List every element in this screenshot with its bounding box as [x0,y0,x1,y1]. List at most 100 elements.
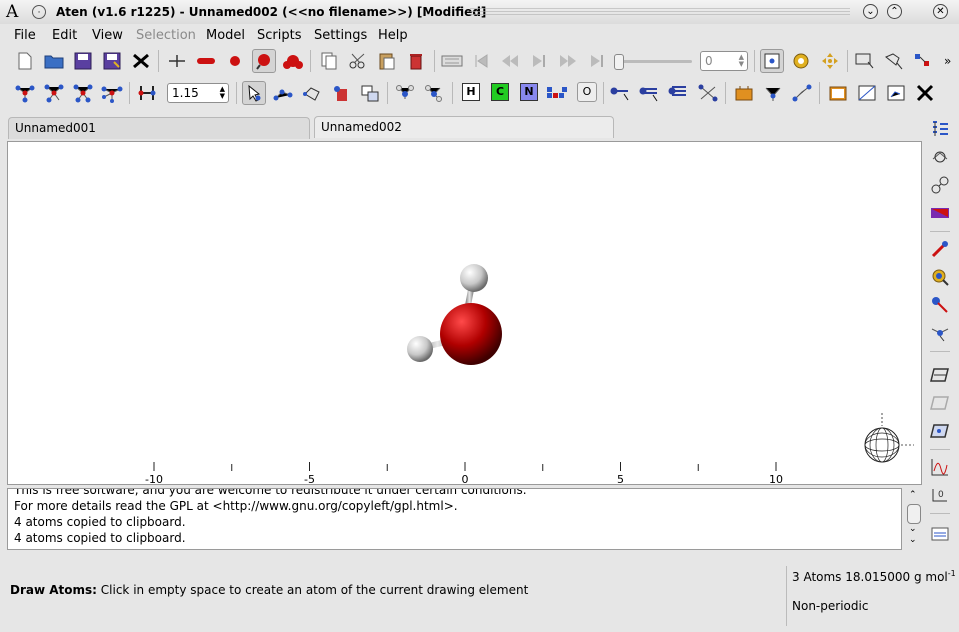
oxygen-atom[interactable] [440,303,502,365]
menu-selection[interactable]: Selection [136,28,196,43]
menu-scripts[interactable]: Scripts [257,28,302,43]
hydrogen-atom[interactable] [460,264,488,292]
draw-atom-tool-icon[interactable] [242,81,266,105]
cell-define-icon[interactable] [826,81,850,105]
transform-icon[interactable] [927,320,953,346]
bond-triple-icon[interactable] [667,81,691,105]
cut-icon[interactable] [346,49,370,73]
menu-file[interactable]: File [14,28,36,43]
title-bar[interactable]: A · Aten (v1.6 r1225) - Unnamed002 (<<no… [0,0,959,25]
scroll-down-icon[interactable]: ⌄ [909,535,917,545]
window-menu-button[interactable]: · [32,5,46,19]
save-icon[interactable] [71,49,95,73]
sphere-style-icon[interactable] [223,49,247,73]
cell-replicate-side-icon[interactable] [927,418,953,444]
scroll-thumb[interactable] [907,504,921,524]
water-molecule[interactable] [407,264,502,365]
forcefields-icon[interactable] [927,236,953,262]
rotation-globe-icon[interactable] [864,413,914,463]
bond-double-icon[interactable] [638,81,662,105]
grid-plot-icon[interactable] [927,454,953,480]
cell-scale-icon[interactable] [884,81,908,105]
log-scrollbar[interactable]: ⌃ ⌄ ⌄ [905,488,923,550]
scroll-up-icon[interactable]: ⌃ [909,490,917,500]
command-window-icon[interactable] [927,521,953,547]
previous-frame-icon[interactable] [498,49,522,73]
delete-atom-tool-icon[interactable] [329,81,353,105]
play-icon[interactable] [527,49,551,73]
bond-tolerance-spinbox[interactable]: 1.15 ▲ ▼ [167,83,229,103]
translate-mode-icon[interactable] [818,49,842,73]
spin-arrows-icon[interactable]: ▲ ▼ [738,53,744,68]
vibrations-icon[interactable]: 0 [927,482,953,508]
copy-icon[interactable] [317,49,341,73]
spin-arrows-icon[interactable]: ▲ ▼ [219,85,225,100]
select-box-icon[interactable] [853,49,877,73]
scaled-style-icon[interactable] [252,49,276,73]
remove-cell-icon[interactable] [913,81,937,105]
close-model-icon[interactable] [129,49,153,73]
rebond-icon[interactable] [135,81,159,105]
menu-settings[interactable]: Settings [314,28,368,43]
next-frame-icon[interactable] [556,49,580,73]
stick-style-icon[interactable] [165,49,189,73]
add-point-icon[interactable] [761,81,785,105]
first-frame-icon[interactable] [469,49,493,73]
element-nitrogen-button[interactable]: N [520,83,538,101]
hydrogen-atom[interactable] [407,336,433,362]
menu-help[interactable]: Help [378,28,408,43]
frame-spinbox[interactable]: 0 ▲ ▼ [700,51,748,71]
select-lasso-icon[interactable] [882,49,906,73]
cell-transform-icon[interactable] [927,390,953,416]
element-carbon-button[interactable]: C [491,83,509,101]
toolbar-overflow-icon[interactable]: » [944,54,952,68]
build-geometry-3-icon[interactable] [71,81,95,105]
geometry-icon[interactable] [927,144,953,170]
frame-slider[interactable] [614,54,692,70]
menu-edit[interactable]: Edit [52,28,78,43]
add-vector-icon[interactable] [790,81,814,105]
draw-chain-tool-icon[interactable] [271,81,295,105]
tab-unnamed001[interactable]: Unnamed001 [8,117,310,139]
last-frame-icon[interactable] [585,49,609,73]
trajectory-icon[interactable] [440,49,464,73]
draw-fragment-tool-icon[interactable] [300,81,324,105]
position-icon[interactable] [927,172,953,198]
build-geometry-2-icon[interactable] [42,81,66,105]
find-atom-icon[interactable] [927,264,953,290]
scroll-down-icon[interactable]: ⌄ [909,524,917,534]
cell-definition-icon[interactable] [927,362,953,388]
delete-bond-icon[interactable] [696,81,720,105]
add-hydrogen-icon[interactable] [393,81,417,105]
frame-slider-handle[interactable] [614,54,624,70]
menu-view[interactable]: View [92,28,123,43]
add-hydrogen-all-icon[interactable] [422,81,446,105]
paste-icon[interactable] [375,49,399,73]
model-viewer[interactable]: -10 -5 0 5 10 [7,141,922,485]
cell-replicate-icon[interactable] [855,81,879,105]
labels-icon[interactable] [927,200,953,226]
add-unit-cell-icon[interactable] [732,81,756,105]
save-as-icon[interactable] [100,49,124,73]
message-log[interactable]: This is free software, and you are welco… [7,488,902,550]
element-hydrogen-button[interactable]: H [462,83,480,101]
new-file-icon[interactable] [13,49,37,73]
tube-style-icon[interactable] [194,49,218,73]
transmute-tool-icon[interactable] [358,81,382,105]
tab-unnamed002[interactable]: Unnamed002 [314,116,614,138]
atom-list-icon[interactable] [927,116,953,142]
rotate-mode-icon[interactable] [789,49,813,73]
bond-single-icon[interactable] [609,81,633,105]
menu-model[interactable]: Model [206,28,246,43]
periodic-table-icon[interactable] [545,81,569,105]
ownstyle-icon[interactable] [281,49,305,73]
build-geometry-1-icon[interactable] [13,81,37,105]
delete-icon[interactable] [404,49,428,73]
build-geometry-4-icon[interactable] [100,81,124,105]
select-mode-icon[interactable] [760,49,784,73]
select-element-icon[interactable] [927,292,953,318]
element-oxygen-button[interactable]: O [577,82,597,102]
maximize-button[interactable]: ⌃ [887,4,902,19]
open-file-icon[interactable] [42,49,66,73]
minimize-button[interactable]: ⌄ [863,4,878,19]
